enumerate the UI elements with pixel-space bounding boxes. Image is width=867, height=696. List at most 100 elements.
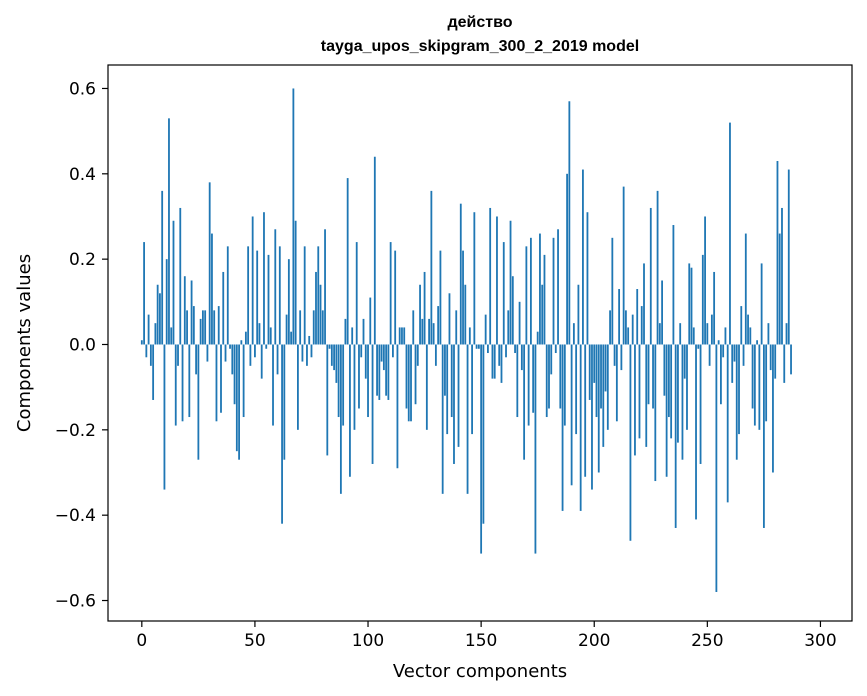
bar-123 (419, 284, 421, 345)
bar-244 (692, 327, 695, 345)
bar-59 (274, 229, 277, 345)
bar-45 (242, 344, 245, 418)
bar-29 (206, 344, 209, 362)
bar-222 (643, 263, 645, 345)
bar-39 (229, 344, 231, 349)
bar-262 (733, 344, 736, 362)
bar-46 (244, 331, 247, 345)
bar-43 (238, 344, 240, 460)
bar-205 (604, 344, 607, 392)
bar-86 (335, 344, 338, 383)
bar-98 (362, 318, 365, 345)
bar-95 (355, 242, 358, 345)
bar-99 (364, 344, 367, 379)
bar-245 (695, 344, 697, 520)
bar-223 (645, 344, 648, 447)
bar-186 (561, 344, 564, 511)
bar-160 (502, 242, 505, 345)
bar-196 (584, 344, 587, 477)
bar-279 (772, 344, 774, 473)
bar-70 (299, 310, 302, 345)
bar-111 (392, 344, 394, 358)
bar-257 (722, 344, 725, 358)
bar-258 (724, 327, 727, 345)
bar-3 (147, 314, 150, 345)
bar-230 (661, 280, 663, 345)
bar-178 (543, 254, 546, 345)
bar-268 (747, 314, 749, 345)
bar-131 (437, 306, 440, 345)
bar-11 (165, 259, 168, 345)
bar-280 (774, 344, 777, 379)
bar-271 (753, 344, 756, 426)
bar-84 (330, 344, 333, 366)
bar-93 (351, 327, 354, 345)
bar-35 (220, 344, 222, 413)
bar-52 (258, 323, 261, 345)
bar-64 (285, 314, 288, 345)
bar-177 (541, 284, 544, 345)
bar-168 (520, 344, 523, 371)
bar-103 (373, 156, 376, 345)
bar-214 (625, 310, 627, 345)
bar-17 (179, 207, 182, 345)
bar-138 (453, 344, 455, 464)
bar-231 (663, 344, 666, 396)
bar-26 (199, 318, 202, 345)
bar-156 (493, 344, 496, 379)
bar-96 (358, 344, 360, 409)
y-tick-label: −0.6 (55, 592, 96, 612)
bar-28 (204, 310, 207, 345)
bar-58 (272, 344, 274, 426)
bar-25 (197, 344, 200, 460)
bar-106 (380, 344, 383, 362)
bar-74 (308, 335, 311, 345)
x-tick-label: 100 (352, 631, 384, 651)
bar-273 (758, 344, 761, 430)
bar-184 (557, 229, 559, 345)
bar-165 (514, 344, 516, 354)
bar-266 (742, 344, 745, 366)
bar-251 (708, 344, 711, 366)
bar-237 (677, 344, 679, 443)
bar-4 (149, 344, 152, 366)
bar-253 (713, 271, 716, 345)
bar-195 (582, 169, 584, 345)
bar-22 (190, 280, 193, 345)
bar-193 (577, 284, 580, 345)
bar-153 (487, 344, 489, 354)
bar-209 (613, 344, 616, 366)
bar-170 (525, 246, 528, 345)
x-tick-label: 250 (691, 631, 723, 651)
bar-92 (349, 344, 351, 477)
bar-179 (545, 344, 548, 418)
bar-44 (240, 340, 243, 345)
bar-172 (529, 237, 532, 345)
bar-259 (726, 344, 729, 503)
bar-115 (401, 327, 403, 345)
bar-125 (423, 271, 426, 345)
bar-67 (292, 88, 295, 345)
bar-139 (455, 310, 458, 345)
bar-63 (283, 344, 286, 460)
bar-85 (333, 344, 335, 371)
bar-10 (163, 344, 166, 490)
bar-285 (785, 323, 788, 345)
bar-113 (396, 344, 399, 469)
bar-163 (509, 220, 512, 345)
bar-220 (638, 344, 641, 439)
bar-145 (468, 327, 471, 345)
y-axis-label: Components values (14, 254, 35, 432)
bar-107 (382, 344, 385, 371)
bar-213 (622, 186, 625, 345)
y-tick-label: 0.4 (69, 165, 96, 185)
bar-116 (403, 327, 406, 345)
bar-118 (407, 344, 410, 422)
bar-114 (398, 327, 401, 345)
bar-218 (634, 344, 636, 456)
bar-144 (466, 344, 469, 494)
bar-112 (394, 250, 397, 345)
bar-228 (656, 190, 659, 345)
bar-263 (735, 344, 738, 460)
